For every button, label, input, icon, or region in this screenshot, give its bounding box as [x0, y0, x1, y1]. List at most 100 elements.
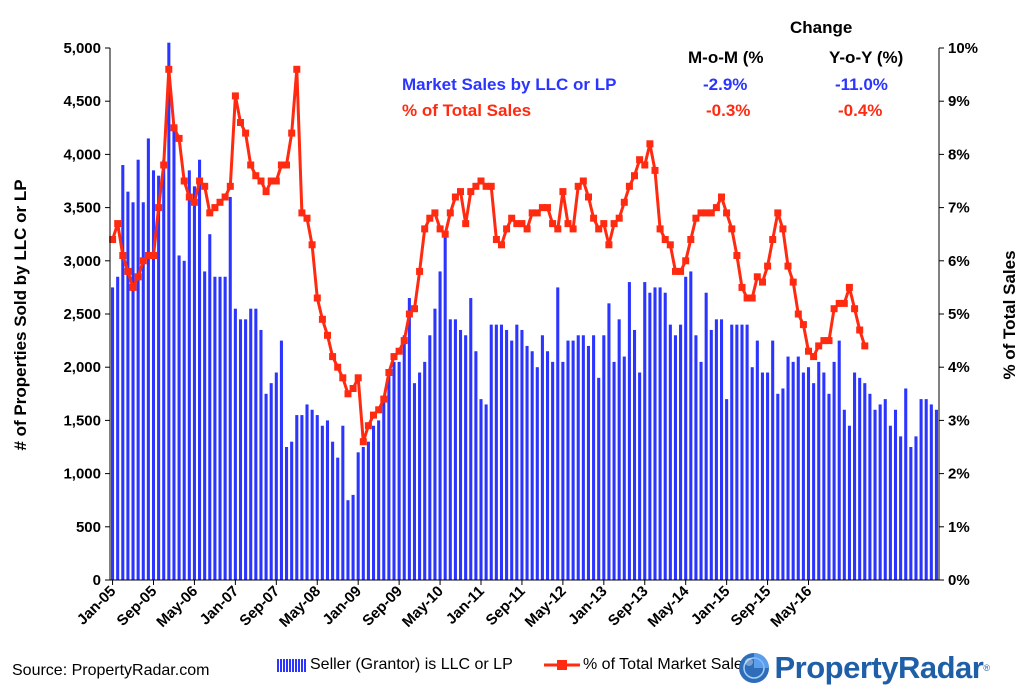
bar-llc-sales	[131, 202, 135, 580]
bar-llc-sales	[418, 372, 422, 580]
left-tick-label: 3,500	[63, 200, 101, 217]
left-tick-label: 1,500	[63, 412, 101, 429]
bar-llc-sales	[244, 319, 248, 580]
pct-point-marker	[646, 140, 654, 148]
bar-llc-sales	[853, 372, 857, 580]
pct-point-marker	[277, 161, 285, 169]
left-tick-label: 3,000	[63, 253, 101, 270]
pct-point-marker	[605, 241, 613, 249]
bar-llc-sales	[146, 138, 150, 580]
bar-llc-sales	[249, 308, 253, 580]
legend-bar-label: Seller (Grantor) is LLC or LP	[310, 656, 513, 673]
pct-point-marker	[482, 182, 490, 190]
pct-point-marker	[467, 188, 475, 196]
bar-llc-sales	[858, 377, 862, 580]
pct-point-marker	[815, 342, 823, 350]
pct-point-marker	[718, 193, 725, 201]
x-tick-label: May-08	[276, 583, 324, 631]
right-tick-label: 8%	[948, 146, 970, 163]
right-tick-label: 1%	[948, 519, 970, 536]
pct-point-marker	[779, 225, 787, 233]
bar-llc-sales	[847, 425, 851, 580]
legend-bar-entry: Seller (Grantor) is LLC or LP	[277, 656, 513, 674]
pct-point-marker	[564, 220, 572, 228]
pct-point-marker	[180, 177, 188, 185]
bar-llc-sales	[714, 319, 718, 580]
pct-point-marker	[462, 220, 470, 228]
pct-point-marker	[677, 267, 685, 275]
pct-point-marker	[359, 438, 367, 446]
right-tick-label: 0%	[948, 572, 970, 589]
right-tick-label: 2%	[948, 466, 970, 483]
pct-point-marker	[129, 283, 137, 291]
bar-llc-sales	[499, 324, 504, 580]
pct-point-marker	[441, 230, 449, 238]
pct-point-marker	[764, 262, 772, 270]
bar-llc-sales	[111, 287, 115, 580]
pct-point-marker	[185, 193, 193, 201]
pct-point-marker	[144, 252, 152, 259]
pct-point-marker	[390, 353, 398, 361]
x-tick-label: May-12	[522, 583, 570, 631]
bar-llc-sales	[745, 324, 749, 580]
bar-llc-sales	[909, 447, 913, 580]
source-text: Source: PropertyRadar.com	[12, 662, 210, 679]
pct-point-marker	[395, 347, 403, 355]
bar-llc-sales	[392, 361, 396, 580]
x-tick-label: Sep-05	[114, 583, 161, 630]
pct-point-marker	[631, 172, 638, 180]
bar-llc-sales	[484, 404, 488, 580]
pct-point-marker	[288, 129, 296, 137]
pct-point-marker	[595, 225, 603, 233]
right-tick-label: 6%	[948, 253, 970, 270]
bar-llc-sales	[464, 335, 468, 580]
pct-point-marker	[344, 390, 352, 398]
bar-llc-sales	[279, 340, 283, 580]
x-tick-label: May-14	[645, 582, 693, 630]
radar-globe-icon	[738, 653, 769, 683]
bar-llc-sales	[218, 276, 222, 580]
pct-point-marker	[728, 225, 736, 233]
pct-point-marker	[641, 161, 649, 169]
pct-point-marker	[600, 220, 608, 228]
pct-point-marker	[416, 267, 424, 275]
x-tick-label: Sep-07	[236, 583, 283, 630]
right-axis-title: % of Total Sales	[1000, 250, 1019, 379]
pct-point-marker	[856, 326, 864, 334]
pct-point-marker	[697, 209, 705, 217]
bar-llc-sales	[740, 324, 744, 580]
x-tick-label: Jan-11	[443, 583, 488, 628]
pct-point-marker	[738, 283, 746, 291]
right-tick-label: 3%	[948, 412, 970, 429]
pct-point-marker	[805, 347, 812, 355]
bar-llc-sales	[771, 340, 775, 580]
bar-llc-sales	[899, 436, 903, 580]
right-tick-label: 7%	[948, 200, 970, 217]
bar-llc-sales	[883, 399, 887, 580]
pct-point-marker	[298, 209, 306, 217]
pct-point-marker	[329, 353, 337, 361]
x-tick-label: May-06	[153, 583, 201, 631]
bar-llc-sales	[592, 335, 596, 580]
bar-llc-sales	[325, 420, 330, 580]
pct-point-marker	[851, 305, 859, 313]
x-tick-label: Sep-09	[359, 583, 406, 630]
pct-point-marker	[615, 214, 623, 222]
pct-point-marker	[293, 65, 301, 73]
bar-llc-sales	[878, 404, 882, 580]
bar-llc-sales	[479, 399, 483, 580]
bar-llc-sales	[873, 409, 877, 580]
bar-llc-sales	[295, 415, 299, 580]
pct-point-marker	[150, 252, 157, 259]
bar-llc-sales	[648, 292, 652, 580]
market-sales-yoy: -11.0%	[835, 75, 888, 94]
bar-llc-sales	[556, 287, 560, 580]
bar-llc-sales	[719, 319, 724, 580]
pct-point-marker	[661, 236, 669, 243]
pct-point-marker	[840, 299, 848, 307]
pct-point-marker	[789, 278, 797, 286]
pct-point-marker	[820, 337, 828, 345]
bar-llc-sales	[545, 351, 550, 580]
pct-point-marker	[231, 92, 239, 100]
bar-llc-sales	[694, 335, 698, 580]
